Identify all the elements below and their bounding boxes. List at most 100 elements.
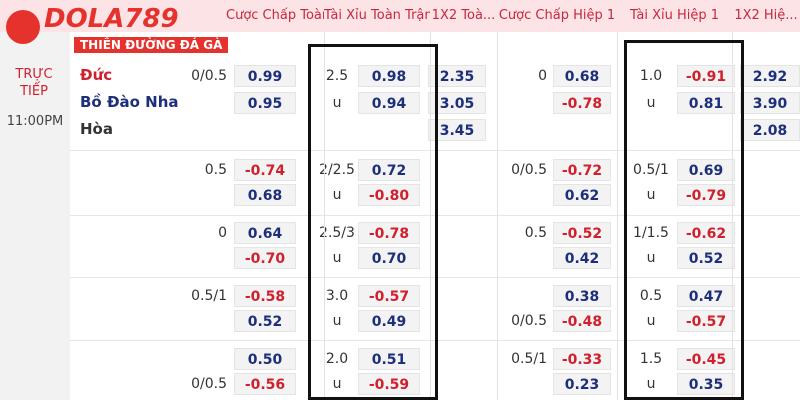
handicap-line: u: [646, 187, 656, 203]
odds-button[interactable]: -0.74: [234, 159, 296, 181]
odds-button[interactable]: -0.78: [553, 92, 611, 114]
odds-button[interactable]: -0.62: [677, 222, 735, 244]
odds-button[interactable]: 0.98: [358, 65, 420, 87]
logo-tagline: THIÊN ĐƯỜNG ĐÁ GÀ: [74, 37, 229, 53]
odds-button[interactable]: 2.35: [428, 65, 486, 87]
odds-button[interactable]: 0.70: [358, 247, 420, 269]
handicap-line: 2.5: [325, 68, 349, 84]
handicap-line: 0.5: [639, 288, 663, 304]
odds-button[interactable]: 0.68: [553, 65, 611, 87]
odds-button[interactable]: -0.79: [677, 184, 735, 206]
odds-button[interactable]: -0.48: [553, 310, 611, 332]
odds-button[interactable]: -0.33: [553, 348, 611, 370]
odds-button[interactable]: -0.57: [677, 310, 735, 332]
odds-button[interactable]: -0.57: [358, 285, 420, 307]
odds-button[interactable]: -0.78: [358, 222, 420, 244]
handicap-line: 2.5/3: [319, 225, 355, 241]
column-header[interactable]: Tài Xỉu Hiệp 1: [629, 8, 720, 23]
handicap-line: u: [332, 313, 342, 329]
handicap-line: 0.5: [204, 162, 227, 178]
handicap-line: 0/0.5: [511, 162, 547, 178]
odds-button[interactable]: -0.52: [553, 222, 611, 244]
highlight-box: [624, 40, 744, 400]
odds-button[interactable]: 0.38: [553, 285, 611, 307]
odds-button[interactable]: -0.59: [358, 373, 420, 395]
handicap-line: 0/0.5: [191, 376, 227, 392]
logo-brand: DOLA789: [44, 4, 179, 34]
odds-button[interactable]: 0.69: [677, 159, 735, 181]
handicap-line: 0.5/1: [191, 288, 227, 304]
column-header[interactable]: Cược Chấp Toàn: [226, 8, 324, 23]
odds-button[interactable]: 0.23: [553, 373, 611, 395]
handicap-line: u: [646, 250, 656, 266]
column-separator: [732, 32, 733, 400]
home-team[interactable]: Đức: [80, 66, 113, 84]
odds-button[interactable]: 0.51: [358, 348, 420, 370]
handicap-line: 0/0.5: [511, 313, 547, 329]
column-header[interactable]: 1X2 Toà...: [431, 8, 496, 23]
odds-button[interactable]: 0.81: [677, 92, 735, 114]
handicap-line: u: [646, 376, 656, 392]
away-team[interactable]: Bồ Đào Nha: [80, 93, 179, 111]
handicap-line: 0/0.5: [191, 68, 227, 84]
draw-label: Hòa: [80, 120, 113, 138]
handicap-line: u: [332, 250, 342, 266]
odds-button[interactable]: 3.05: [428, 92, 486, 114]
handicap-line: u: [332, 95, 342, 111]
odds-button[interactable]: 0.52: [234, 310, 296, 332]
odds-button[interactable]: -0.56: [234, 373, 296, 395]
highlight-box: [308, 44, 438, 400]
handicap-line: 0: [218, 225, 227, 241]
handicap-line: u: [646, 313, 656, 329]
odds-button[interactable]: -0.72: [553, 159, 611, 181]
odds-button[interactable]: 0.99: [234, 65, 296, 87]
handicap-line: 2.0: [325, 351, 349, 367]
odds-button[interactable]: -0.45: [677, 348, 735, 370]
handicap-line: 1.0: [639, 68, 663, 84]
handicap-line: 3.0: [325, 288, 349, 304]
odds-button[interactable]: 0.35: [677, 373, 735, 395]
handicap-line: 2/2.5: [319, 162, 355, 178]
odds-button[interactable]: 3.90: [740, 92, 800, 114]
column-header[interactable]: 1X2 Hiệ...: [734, 8, 798, 23]
column-separator: [617, 32, 618, 400]
handicap-line: 0: [538, 68, 547, 84]
odds-button[interactable]: 0.50: [234, 348, 296, 370]
odds-button[interactable]: 0.94: [358, 92, 420, 114]
odds-button[interactable]: 0.52: [677, 247, 735, 269]
odds-button[interactable]: 0.62: [553, 184, 611, 206]
odds-button[interactable]: 0.64: [234, 222, 296, 244]
header-bar: [0, 0, 800, 32]
odds-button[interactable]: 0.47: [677, 285, 735, 307]
odds-button[interactable]: -0.80: [358, 184, 420, 206]
logo-icon: [6, 10, 40, 44]
column-separator: [324, 32, 325, 400]
handicap-line: 0.5/1: [511, 351, 547, 367]
odds-button[interactable]: 0.42: [553, 247, 611, 269]
handicap-line: u: [332, 376, 342, 392]
odds-button[interactable]: -0.58: [234, 285, 296, 307]
column-header[interactable]: Tài Xỉu Toàn Trận: [324, 8, 430, 23]
match-status: TRỰC TIẾP: [15, 67, 53, 99]
handicap-line: 1.5: [639, 351, 663, 367]
odds-button[interactable]: 3.45: [428, 119, 486, 141]
odds-button[interactable]: -0.70: [234, 247, 296, 269]
odds-button[interactable]: 0.68: [234, 184, 296, 206]
logo: DOLA789 THIÊN ĐƯỜNG ĐÁ GÀ: [4, 4, 230, 56]
handicap-line: 1/1.5: [633, 225, 669, 241]
odds-button[interactable]: 2.92: [740, 65, 800, 87]
odds-button[interactable]: -0.91: [677, 65, 735, 87]
handicap-line: 0.5/1: [633, 162, 669, 178]
column-header[interactable]: Cược Chấp Hiệp 1: [498, 8, 616, 23]
column-separator: [430, 32, 431, 400]
odds-button[interactable]: 0.72: [358, 159, 420, 181]
odds-button[interactable]: 2.08: [740, 119, 800, 141]
handicap-line: 0.5: [524, 225, 547, 241]
odds-button[interactable]: 0.95: [234, 92, 296, 114]
handicap-line: u: [332, 187, 342, 203]
odds-button[interactable]: 0.49: [358, 310, 420, 332]
match-time: 11:00PM: [6, 114, 64, 129]
status-column: [0, 32, 70, 400]
handicap-line: u: [646, 95, 656, 111]
